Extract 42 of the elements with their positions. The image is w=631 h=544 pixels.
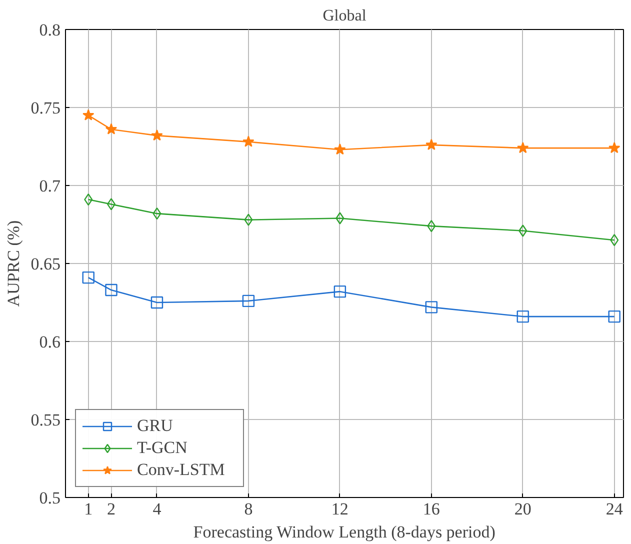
y-axis-title: AUPRC (%) bbox=[4, 220, 23, 307]
point bbox=[516, 310, 529, 323]
point bbox=[334, 285, 346, 298]
point bbox=[517, 142, 529, 154]
y-tick-label: 0.75 bbox=[30, 98, 60, 118]
point bbox=[334, 144, 346, 155]
point bbox=[425, 301, 438, 314]
chart-title: Global bbox=[322, 8, 367, 24]
x-tick-label: 24 bbox=[606, 500, 624, 518]
x-tick-label: 2 bbox=[106, 500, 116, 518]
x-tick-label: 16 bbox=[422, 500, 440, 518]
y-tick-label: 0.6 bbox=[39, 332, 60, 352]
point bbox=[82, 271, 94, 284]
point bbox=[150, 296, 164, 309]
x-tick-label: 20 bbox=[514, 500, 532, 518]
point bbox=[105, 123, 118, 134]
x-axis-title: Forecasting Window Length (8-days period) bbox=[193, 522, 496, 542]
legend-label: T-GCN bbox=[137, 438, 188, 458]
x-tick-label: 1 bbox=[84, 500, 93, 518]
point bbox=[608, 310, 620, 323]
x-tick-label: 12 bbox=[331, 500, 348, 518]
point bbox=[106, 198, 116, 210]
y-tick-label: 0.55 bbox=[30, 410, 60, 430]
point bbox=[151, 129, 163, 141]
point bbox=[610, 234, 619, 246]
point bbox=[242, 294, 255, 308]
point bbox=[426, 138, 438, 150]
point bbox=[244, 214, 253, 226]
y-tick-label: 0.5 bbox=[39, 488, 60, 508]
x-tick-label: 4 bbox=[152, 500, 162, 518]
y-tick-label: 0.65 bbox=[30, 254, 60, 274]
point bbox=[105, 284, 118, 296]
point bbox=[518, 224, 528, 237]
point bbox=[242, 136, 254, 147]
legend-label: GRU bbox=[137, 416, 174, 436]
y-tick-label: 0.8 bbox=[39, 20, 60, 40]
point bbox=[336, 212, 344, 224]
legend-label: Conv-LSTM bbox=[137, 460, 226, 480]
y-tick-label: 0.7 bbox=[39, 176, 61, 196]
point bbox=[82, 109, 94, 120]
point bbox=[608, 142, 620, 154]
x-tick-label: 8 bbox=[244, 500, 253, 518]
